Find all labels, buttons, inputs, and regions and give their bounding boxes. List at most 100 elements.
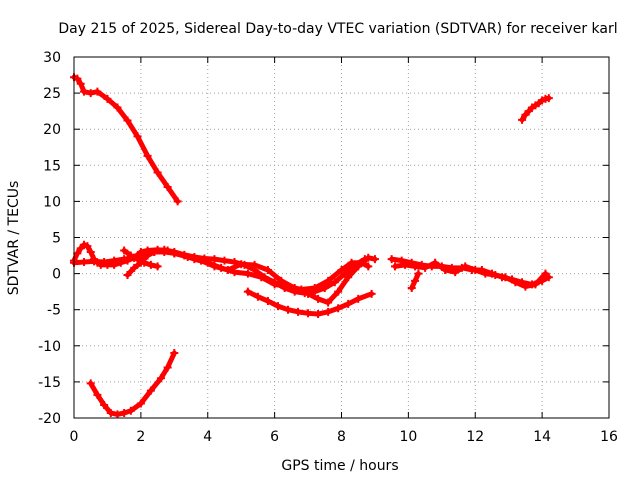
y-tick-label: -15 [38, 375, 61, 391]
data-point [90, 257, 99, 266]
chart-title: Day 215 of 2025, Sidereal Day-to-day VTE… [58, 21, 617, 37]
data-point [310, 287, 319, 296]
data-point [170, 349, 179, 358]
data-point [521, 282, 530, 291]
y-tick-label: -10 [38, 339, 61, 355]
data-point [146, 386, 155, 395]
y-tick-label: 0 [52, 267, 61, 283]
data-point [304, 309, 313, 318]
data-point [153, 168, 162, 177]
x-tick-label: 14 [533, 429, 551, 445]
data-point [367, 289, 376, 298]
data-point [370, 255, 379, 264]
data-point [106, 408, 115, 417]
series-arc-g [120, 246, 162, 271]
data-point [133, 132, 142, 141]
data-point [401, 260, 410, 269]
data-point [170, 249, 179, 258]
data-point [237, 260, 246, 269]
data-point [354, 262, 363, 271]
data-point [156, 374, 165, 383]
data-point [123, 116, 132, 125]
data-point [320, 284, 329, 293]
axis-ticks: 0 2 4 6 8 10 12 14 16 -20 -15 -10 -5 0 5 10 15 20 25 30 [38, 50, 618, 445]
data-point [451, 268, 460, 277]
data-point [273, 302, 282, 311]
data-point [501, 273, 510, 282]
data-point [220, 256, 229, 265]
data-point [407, 284, 416, 293]
data-point [160, 247, 169, 256]
data-point [253, 292, 262, 301]
data-point [86, 379, 95, 388]
data-point [243, 269, 252, 278]
data-point [143, 151, 152, 160]
y-tick-label: -5 [47, 303, 61, 319]
data-point [344, 273, 353, 282]
data-point [210, 255, 219, 264]
data-point [441, 265, 450, 274]
data-point [113, 103, 122, 112]
data-point [364, 253, 373, 262]
data-point [431, 258, 440, 267]
y-tick-label: 25 [43, 86, 61, 102]
y-tick-label: 20 [43, 122, 61, 138]
data-point [364, 262, 373, 271]
series-arc-f [123, 247, 379, 307]
x-tick-label: 12 [466, 429, 484, 445]
data-point [163, 363, 172, 372]
series-arc-h [243, 287, 376, 319]
y-axis-label: SDTVAR / TECUs [6, 181, 22, 296]
data-point [83, 242, 92, 251]
data-point [163, 182, 172, 191]
data-point [277, 276, 286, 285]
series-arc-j [391, 258, 550, 291]
data-point [284, 305, 292, 314]
y-tick-label: 30 [43, 50, 61, 66]
data-point [270, 278, 279, 287]
data-point [136, 399, 145, 408]
x-tick-label: 6 [270, 429, 279, 445]
data-point [197, 256, 206, 265]
series-arc-b [518, 94, 553, 124]
data-point [481, 269, 490, 278]
data-point [461, 262, 470, 271]
data-point [80, 87, 89, 96]
data-point [143, 251, 152, 260]
data-point [133, 255, 142, 264]
data-point [511, 278, 520, 287]
data-point [330, 278, 339, 287]
y-tick-label: 15 [43, 158, 61, 174]
data-point [541, 269, 550, 278]
data-point [471, 265, 480, 274]
data-point [518, 115, 527, 124]
x-tick-label: 0 [70, 429, 79, 445]
data-point [146, 260, 155, 269]
data-series [70, 73, 553, 419]
data-point [153, 262, 162, 271]
data-point [173, 197, 182, 206]
data-point [263, 297, 272, 306]
x-tick-label: 8 [337, 429, 346, 445]
x-tick-label: 4 [203, 429, 212, 445]
series-arc-e [70, 245, 369, 298]
data-point [223, 265, 232, 274]
data-point [150, 247, 159, 256]
data-point [334, 304, 343, 313]
series-trace [71, 74, 181, 204]
data-point [110, 256, 119, 265]
data-point [113, 410, 122, 419]
data-point [120, 255, 129, 264]
data-point [324, 307, 333, 316]
data-point [414, 269, 423, 278]
data-point [73, 74, 82, 83]
data-point [100, 258, 109, 267]
data-point [123, 271, 132, 280]
data-point [421, 263, 430, 272]
data-point [76, 79, 85, 88]
data-point [86, 89, 95, 98]
data-point [334, 287, 343, 296]
data-point [354, 294, 363, 303]
data-point [324, 298, 333, 307]
x-tick-label: 10 [399, 429, 417, 445]
